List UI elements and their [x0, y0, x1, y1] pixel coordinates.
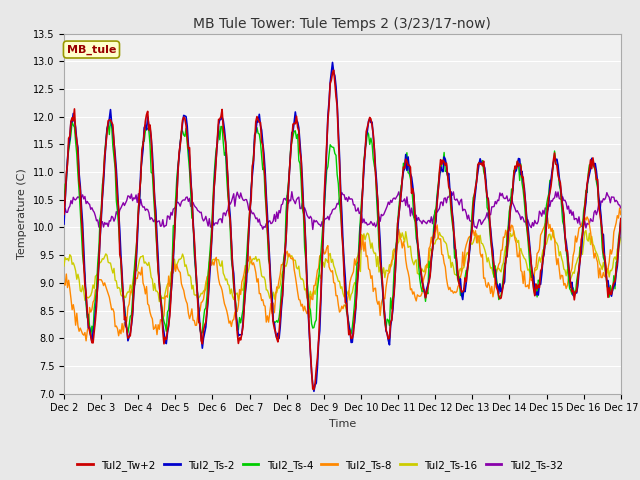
- Legend: Tul2_Tw+2, Tul2_Ts-2, Tul2_Ts-4, Tul2_Ts-8, Tul2_Ts-16, Tul2_Ts-32: Tul2_Tw+2, Tul2_Ts-2, Tul2_Ts-4, Tul2_Ts…: [73, 456, 567, 475]
- X-axis label: Time: Time: [329, 419, 356, 429]
- Title: MB Tule Tower: Tule Temps 2 (3/23/17-now): MB Tule Tower: Tule Temps 2 (3/23/17-now…: [193, 17, 492, 31]
- Y-axis label: Temperature (C): Temperature (C): [17, 168, 27, 259]
- Text: MB_tule: MB_tule: [67, 44, 116, 55]
